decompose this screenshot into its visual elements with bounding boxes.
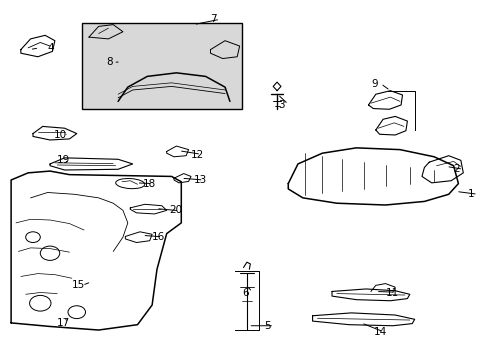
Text: 16: 16 <box>152 232 165 242</box>
Text: 7: 7 <box>210 14 217 24</box>
Text: 6: 6 <box>242 288 248 297</box>
Text: 8: 8 <box>106 57 112 67</box>
Text: 1: 1 <box>467 189 474 199</box>
Text: 13: 13 <box>193 175 206 185</box>
Text: 9: 9 <box>370 78 377 89</box>
Text: 3: 3 <box>278 100 285 110</box>
Text: 18: 18 <box>142 179 155 189</box>
Text: 2: 2 <box>453 164 459 174</box>
Text: 17: 17 <box>57 318 70 328</box>
Text: 11: 11 <box>385 288 398 297</box>
Text: 5: 5 <box>264 321 270 332</box>
Text: 20: 20 <box>169 205 182 215</box>
Text: 14: 14 <box>372 327 386 337</box>
Text: 12: 12 <box>191 150 204 160</box>
Bar <box>81 23 242 109</box>
Text: 19: 19 <box>57 156 70 165</box>
Text: 4: 4 <box>47 43 54 53</box>
Text: 15: 15 <box>72 280 85 291</box>
Text: 10: 10 <box>54 130 67 140</box>
